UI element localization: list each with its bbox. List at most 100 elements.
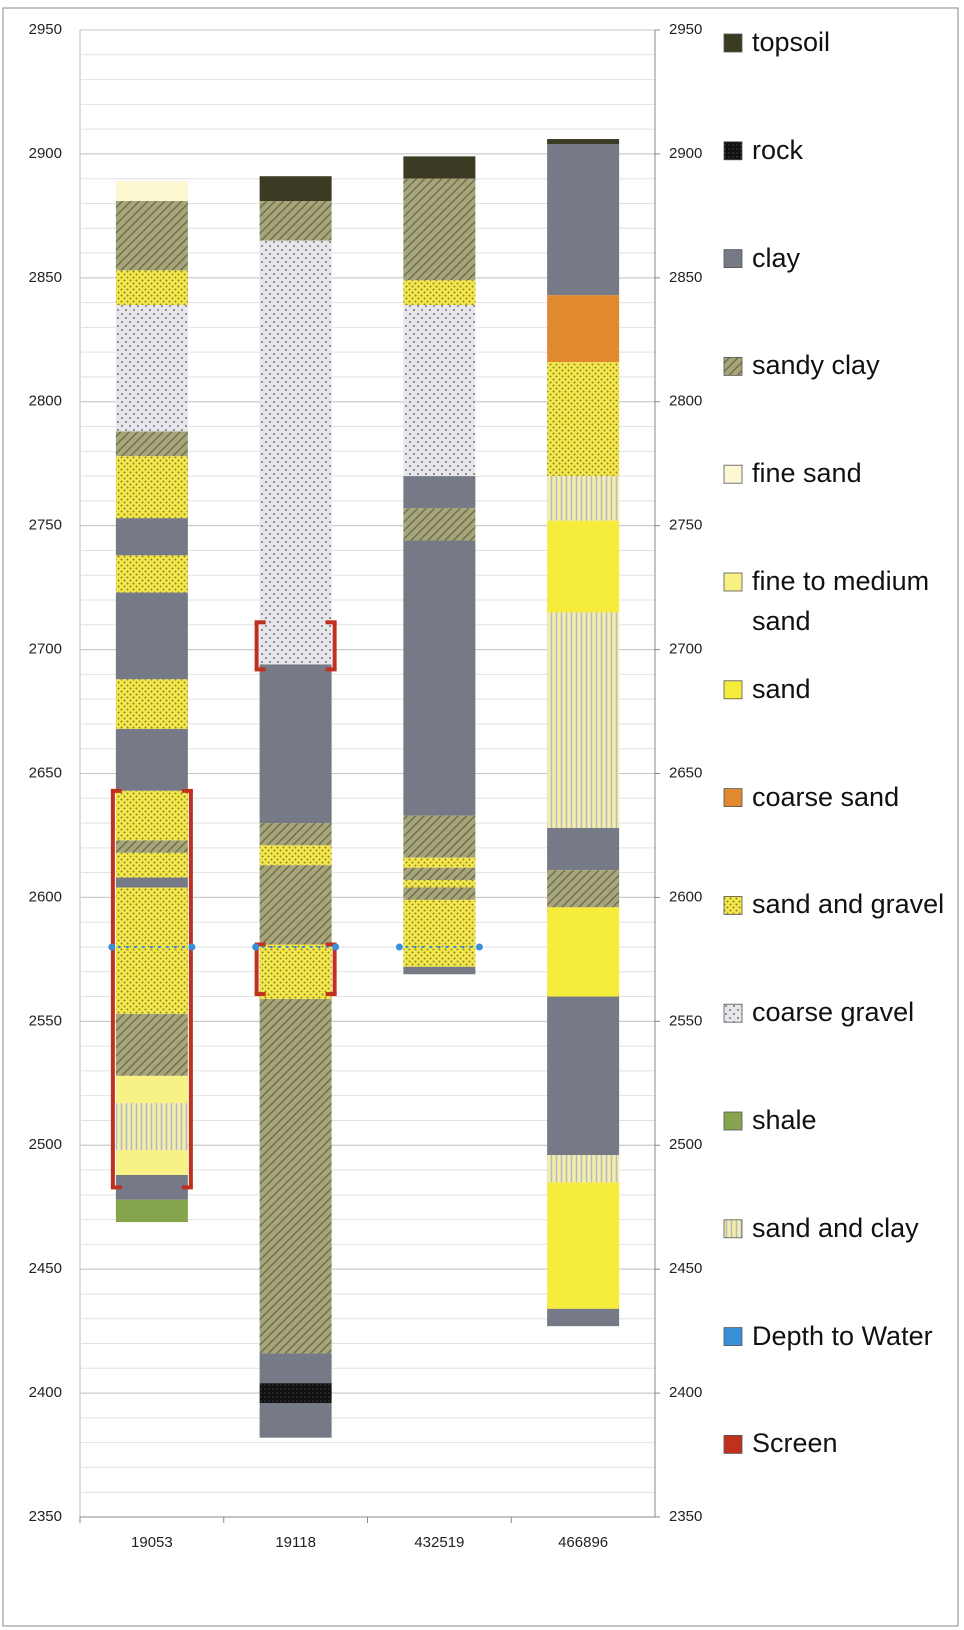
layer xyxy=(115,679,188,729)
y2-tick-label: 2750 xyxy=(669,517,702,534)
layer xyxy=(115,1199,188,1223)
y2-tick-label: 2600 xyxy=(669,888,702,905)
layer xyxy=(547,870,620,908)
x-tick-label: 432519 xyxy=(414,1534,464,1551)
layer xyxy=(403,305,476,477)
screen xyxy=(110,788,193,1190)
layer xyxy=(115,456,188,519)
legend-label: coarse gravel xyxy=(752,997,915,1028)
layer xyxy=(115,555,188,593)
layer xyxy=(259,865,332,945)
y-tick-label: 2400 xyxy=(29,1384,62,1401)
y-tick-label: 2450 xyxy=(29,1260,62,1277)
layer xyxy=(115,887,188,1014)
legend-swatch xyxy=(723,1435,743,1454)
legend-swatch xyxy=(723,141,743,161)
legend-swatch xyxy=(723,1111,743,1131)
legend-label: fine sand xyxy=(752,458,862,489)
y-tick-label: 2750 xyxy=(29,517,62,534)
layer xyxy=(547,612,620,829)
layer xyxy=(115,181,188,202)
legend-swatch xyxy=(723,464,743,484)
layer xyxy=(403,178,476,281)
layer xyxy=(547,1182,620,1309)
layer xyxy=(403,508,476,541)
layer xyxy=(547,144,620,296)
water-level xyxy=(252,943,340,951)
legend-label: sand and clay xyxy=(752,1212,919,1243)
layer xyxy=(547,139,620,145)
legend-label: sandy clay xyxy=(752,350,880,381)
layer xyxy=(403,887,476,900)
y2-tick-label: 2650 xyxy=(669,764,702,781)
layer xyxy=(115,592,188,680)
legend-swatch xyxy=(723,33,743,53)
legend-swatch xyxy=(723,249,743,269)
y2-tick-label: 2350 xyxy=(669,1508,702,1525)
y2-tick-label: 2400 xyxy=(669,1384,702,1401)
y2-tick-label: 2700 xyxy=(669,641,702,658)
y-tick-label: 2700 xyxy=(29,641,62,658)
layer xyxy=(403,867,476,881)
y2-tick-label: 2900 xyxy=(669,145,702,162)
legend-label: Depth to Water xyxy=(752,1320,933,1351)
y2-tick-label: 2850 xyxy=(669,269,702,286)
layer xyxy=(259,1353,332,1384)
layer xyxy=(259,176,332,202)
layer xyxy=(115,1174,188,1200)
layer xyxy=(115,431,188,457)
screen xyxy=(254,942,337,997)
x-tick-label: 466896 xyxy=(558,1534,608,1551)
y-tick-label: 2950 xyxy=(29,21,62,38)
layer xyxy=(403,280,476,306)
layer xyxy=(259,1383,332,1403)
legend-label: sand and gravel xyxy=(752,889,945,920)
legend-swatch xyxy=(723,1219,743,1239)
legend-label: clay xyxy=(752,242,801,273)
water-level xyxy=(108,943,196,951)
legend-label: coarse sand xyxy=(752,781,900,812)
layer xyxy=(403,156,476,179)
layer xyxy=(115,877,188,888)
layer xyxy=(547,907,620,997)
y2-tick-label: 2950 xyxy=(669,21,702,38)
layer xyxy=(259,664,332,824)
layer xyxy=(115,790,188,841)
legend-label: shale xyxy=(752,1105,817,1135)
layer xyxy=(547,828,620,871)
layer xyxy=(547,295,620,363)
layer xyxy=(259,201,332,241)
y2-tick-label: 2500 xyxy=(669,1136,702,1153)
y-tick-label: 2850 xyxy=(29,269,62,286)
water-level xyxy=(395,943,483,951)
x-tick-label: 19118 xyxy=(275,1534,316,1551)
layer xyxy=(547,1155,620,1183)
layer xyxy=(547,362,620,477)
x-tick-label: 19053 xyxy=(131,1534,173,1551)
layer xyxy=(403,880,476,888)
legend-label: topsoil xyxy=(752,27,831,57)
layer xyxy=(115,270,188,306)
y-tick-label: 2350 xyxy=(29,1508,62,1525)
layer xyxy=(115,1075,188,1104)
y-tick-label: 2600 xyxy=(29,888,62,905)
y2-tick-label: 2450 xyxy=(669,1260,702,1277)
layer xyxy=(115,1013,188,1076)
layer xyxy=(259,823,332,846)
screen xyxy=(254,620,337,672)
legend-swatch xyxy=(723,572,743,592)
layer xyxy=(259,845,332,866)
y2-tick-label: 2550 xyxy=(669,1012,702,1029)
layer xyxy=(403,966,476,975)
layer xyxy=(115,852,188,878)
frame xyxy=(2,7,959,1627)
layer xyxy=(547,476,620,521)
legend-label: Screen xyxy=(752,1428,838,1459)
layer xyxy=(259,1402,332,1438)
layer xyxy=(259,944,332,1000)
layer xyxy=(115,201,188,271)
legend-label: fine to medium sand xyxy=(752,566,930,636)
layer xyxy=(259,240,332,665)
